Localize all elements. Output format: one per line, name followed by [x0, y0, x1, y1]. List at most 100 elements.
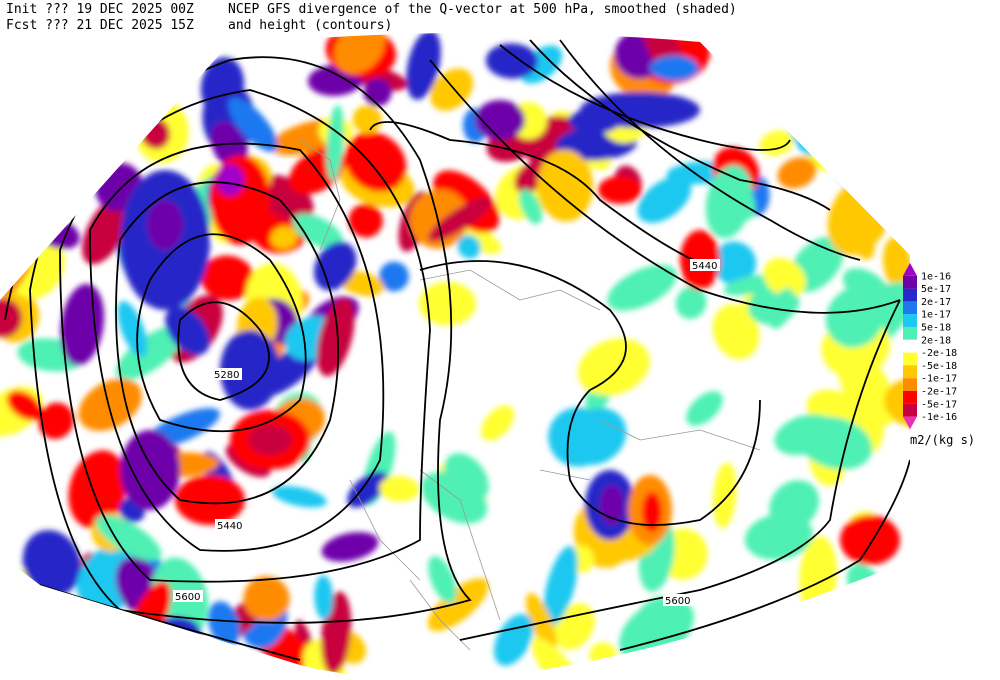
shade-blob [884, 377, 910, 429]
shade-blob [313, 241, 357, 291]
contour-label: 5600 [665, 596, 690, 607]
shade-blob [117, 300, 148, 358]
shade-blob [3, 149, 56, 219]
shade-blob [607, 264, 677, 311]
colorbar-units: m2/(kg s) [910, 433, 975, 447]
header-line: and height (contours) [228, 18, 392, 33]
shade-blob [352, 105, 382, 134]
shade-feature [248, 425, 292, 455]
shade-blob [675, 286, 707, 320]
shade-blob [321, 532, 379, 562]
colorbar-label: -2e-18 [921, 348, 957, 359]
contour-label-box [690, 259, 720, 271]
shade-blob [776, 87, 844, 114]
contour-label-box [173, 590, 203, 602]
shade-blob [712, 241, 757, 285]
shade-blob [765, 68, 804, 107]
shade-blob [165, 306, 210, 356]
colorbar-label: -2e-17 [921, 387, 957, 398]
colorbar-cap [903, 263, 917, 276]
shade-blob [797, 35, 848, 89]
colorbar-slot [903, 275, 917, 289]
shade-blob [788, 627, 844, 680]
contour-label: 5440 [692, 261, 717, 272]
shade-blob [316, 297, 355, 377]
shade-blob [347, 471, 388, 508]
shade-blob [686, 391, 723, 426]
shade-blob [378, 261, 409, 292]
shade-blob [744, 513, 814, 560]
shade-feature [175, 475, 245, 525]
shade-feature [840, 515, 900, 565]
shade-blob [78, 378, 142, 431]
shade-blob [6, 390, 43, 421]
shade-blob [0, 298, 23, 338]
height-contours [4, 39, 910, 661]
shade-blob [798, 416, 873, 470]
shade-blob [270, 226, 298, 250]
shade-blob [805, 87, 875, 132]
header-line: Fcst ??? 21 DEC 2025 15Z [6, 18, 194, 33]
colorbar-label: -5e-18 [921, 361, 957, 372]
shade-blob [271, 485, 327, 508]
shade-blob [763, 257, 806, 298]
colorbar-label: -1e-16 [921, 412, 957, 423]
shade-blob [136, 643, 192, 680]
shade-blob [228, 97, 278, 152]
shade-blob [82, 195, 131, 265]
header-line: Init ??? 19 DEC 2025 00Z [6, 2, 194, 17]
colorbar-label: 1e-16 [921, 271, 951, 282]
shade-blob [430, 68, 474, 111]
shade-blob [836, 145, 873, 188]
shade-blob [843, 268, 893, 310]
contour-label-box [215, 519, 245, 531]
shade-blob [379, 475, 420, 502]
colorbar-cap [903, 416, 917, 430]
shade-blob [777, 157, 817, 189]
contour-label: 5280 [214, 370, 239, 381]
shade-blob [853, 107, 906, 144]
shade-feature [120, 430, 180, 510]
shade-blob [292, 213, 344, 250]
shade-blob [243, 576, 290, 621]
shade-blob [200, 255, 255, 301]
shade-feature [475, 100, 525, 140]
shade-feature [642, 492, 662, 532]
shade-blob [514, 162, 545, 194]
shade-blob [537, 149, 594, 222]
coastlines [299, 139, 761, 651]
shade-blob [578, 338, 650, 396]
colorbar-slot [903, 378, 917, 391]
shade-blob [115, 325, 185, 381]
shade-blob [876, 110, 910, 186]
shade-blob [22, 530, 81, 596]
colorbar-slot [903, 365, 917, 379]
shade-blob [749, 40, 804, 98]
shade-blob [637, 176, 692, 223]
contour-label: 5440 [217, 521, 242, 532]
colorbar-label: 1e-17 [921, 310, 951, 321]
contour-label-box [212, 368, 242, 380]
shade-feature [220, 330, 280, 410]
shade-blob [742, 625, 792, 680]
colorbar-slot [903, 352, 917, 366]
shade-blob [713, 462, 737, 529]
shade-blob [95, 514, 162, 561]
colorbar-slot [903, 339, 917, 353]
shade-blob [481, 405, 515, 441]
shade-blob [14, 609, 93, 666]
shade-blob [485, 43, 539, 79]
shade-blob [553, 603, 595, 650]
shade-blob [827, 639, 894, 680]
shade-blob [208, 601, 241, 647]
contour-label: 5600 [175, 592, 200, 603]
shade-blob [705, 165, 753, 239]
contour-label-box [663, 594, 693, 606]
shade-blob [314, 575, 334, 620]
colorbar-label: 5e-17 [921, 284, 951, 295]
shade-blob [348, 203, 383, 238]
shade-blob [406, 32, 441, 100]
